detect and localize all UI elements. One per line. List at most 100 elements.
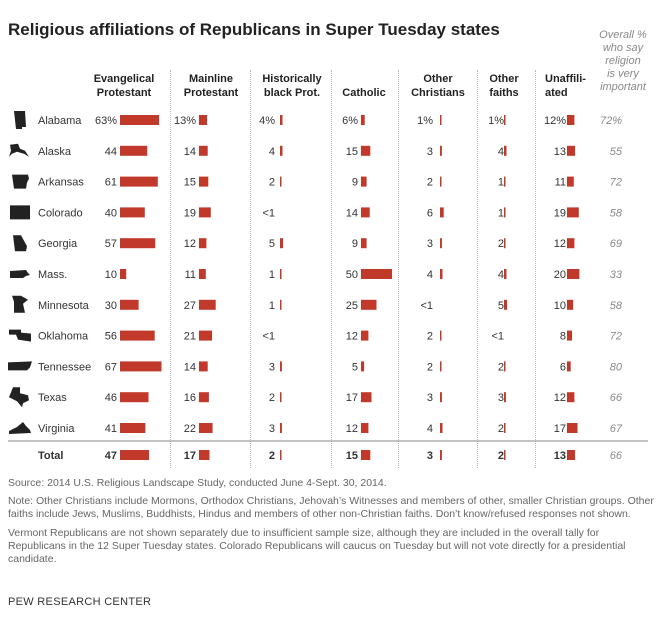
- value-label-other-christians: 1%: [417, 115, 433, 127]
- value-label-catholic: 14: [346, 207, 358, 219]
- bar-black-protestant: [280, 269, 282, 279]
- texas-map-icon: [9, 387, 29, 408]
- value-label-black-protestant: 1: [269, 300, 275, 312]
- overall-importance-value: 58: [610, 207, 623, 219]
- value-label-unaffiliated: 11: [555, 177, 566, 189]
- bar-black-protestant: [280, 176, 282, 187]
- bar-evangelical: [120, 269, 127, 279]
- value-label-unaffiliated: 13: [554, 450, 566, 462]
- value-label-unaffiliated: 12%: [544, 115, 566, 127]
- bar-unaffiliated: [567, 392, 575, 403]
- column-header-mainline: Mainline Protestant: [183, 73, 239, 99]
- bar-catholic: [361, 176, 367, 187]
- bar-other-faiths: [504, 269, 507, 279]
- bar-other-christians: [440, 207, 444, 218]
- bar-catholic: [361, 330, 369, 341]
- state-label: Mass.: [38, 269, 67, 281]
- value-label-black-protestant: 4%: [259, 115, 275, 127]
- value-label-unaffiliated: 20: [554, 269, 566, 281]
- value-label-black-protestant: <1: [262, 331, 275, 343]
- value-label-mainline: 15: [184, 177, 196, 189]
- georgia-map-icon: [13, 235, 27, 252]
- bar-mainline: [199, 423, 213, 433]
- bar-catholic: [361, 392, 372, 403]
- value-label-black-protestant: 1: [269, 269, 275, 281]
- value-label-black-protestant: 2: [269, 392, 275, 404]
- bar-mainline: [199, 176, 209, 187]
- overall-importance-value: 72: [610, 331, 622, 343]
- value-label-mainline: 16: [184, 392, 196, 404]
- bar-other-christians: [440, 269, 443, 279]
- bar-evangelical: [120, 330, 155, 341]
- value-label-mainline: 19: [184, 207, 196, 219]
- arkansas-map-icon: [12, 174, 29, 189]
- bar-other-faiths: [504, 423, 506, 433]
- bar-catholic: [361, 207, 370, 218]
- bar-unaffiliated: [567, 207, 579, 218]
- bar-other-christians: [440, 115, 442, 125]
- value-label-evangelical: 44: [105, 146, 117, 158]
- value-label-other-faiths: <1: [491, 331, 504, 343]
- bar-unaffiliated: [567, 238, 575, 249]
- value-label-mainline: 14: [184, 146, 196, 158]
- definitions-note: Note: Other Christians include Mormons, …: [8, 495, 654, 520]
- bar-evangelical: [120, 361, 162, 372]
- column-header-black-protestant: Historically black Prot.: [262, 73, 322, 99]
- alabama-map-icon: [14, 111, 26, 129]
- total-row-label: Total: [38, 450, 63, 462]
- value-label-mainline: 12: [184, 238, 196, 250]
- value-label-mainline: 17: [184, 450, 196, 462]
- value-label-evangelical: 63%: [95, 115, 117, 127]
- bar-other-christians: [440, 450, 442, 460]
- bar-evangelical: [120, 299, 139, 310]
- value-label-catholic: 6%: [342, 115, 358, 127]
- overall-importance-value: 66: [610, 392, 623, 404]
- colorado-map-icon: [10, 205, 30, 220]
- bar-mainline: [199, 361, 208, 372]
- bar-other-christians: [440, 238, 442, 249]
- state-label: Minnesota: [38, 300, 90, 312]
- column-header-other-faiths: Other faiths: [489, 73, 519, 99]
- minnesota-map-icon: [12, 295, 28, 313]
- bar-mainline: [199, 207, 211, 218]
- bar-catholic: [361, 299, 377, 310]
- bar-black-protestant: [280, 145, 283, 156]
- source-note: Source: 2014 U.S. Religious Landscape St…: [8, 477, 387, 489]
- value-label-other-christians: 2: [427, 177, 433, 189]
- value-label-mainline: 22: [184, 423, 196, 435]
- bar-other-christians: [440, 145, 442, 156]
- bar-unaffiliated: [567, 269, 580, 279]
- state-label: Oklahoma: [38, 331, 89, 343]
- value-label-evangelical: 56: [105, 331, 117, 343]
- bar-unaffiliated: [567, 423, 578, 433]
- value-label-other-christians: 6: [427, 207, 433, 219]
- bar-other-faiths: [504, 361, 506, 372]
- overall-importance-value: 66: [610, 450, 623, 462]
- value-label-other-faiths: 3: [498, 392, 504, 404]
- value-label-other-christians: <1: [420, 300, 433, 312]
- bar-mainline: [199, 145, 208, 156]
- chart-title: Religious affiliations of Republicans in…: [8, 20, 500, 39]
- value-label-other-faiths: 2: [498, 423, 504, 435]
- value-label-catholic: 12: [346, 331, 358, 343]
- column-header-catholic: Catholic: [342, 87, 386, 99]
- value-label-other-christians: 4: [427, 269, 433, 281]
- value-label-other-christians: 3: [427, 392, 433, 404]
- overall-importance-header: Overall % who say religion is very impor…: [599, 29, 647, 93]
- overall-importance-value: 72: [610, 177, 622, 189]
- virginia-map-icon: [9, 422, 31, 434]
- bar-catholic: [361, 238, 367, 249]
- value-label-other-christians: 3: [427, 146, 433, 158]
- value-label-black-protestant: 5: [269, 238, 275, 250]
- state-label: Tennessee: [38, 361, 91, 373]
- alaska-map-icon: [9, 143, 29, 157]
- value-label-catholic: 15: [346, 450, 358, 462]
- state-label: Alabama: [38, 115, 82, 127]
- bar-mainline: [199, 330, 212, 341]
- value-label-other-faiths: 4: [498, 269, 504, 281]
- bar-other-christians: [440, 330, 442, 341]
- value-label-unaffiliated: 12: [554, 238, 566, 250]
- state-label: Colorado: [38, 207, 83, 219]
- value-label-black-protestant: 3: [269, 361, 275, 373]
- bar-evangelical: [120, 450, 150, 460]
